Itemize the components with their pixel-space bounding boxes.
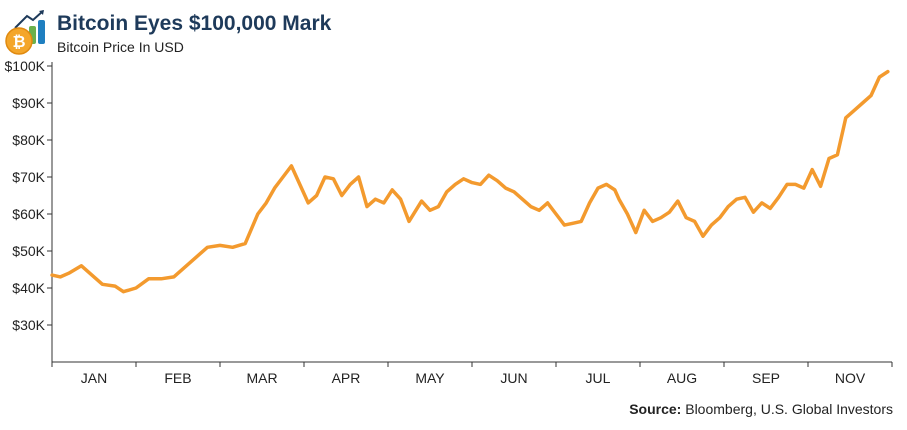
x-tick-label: SEP — [752, 370, 780, 386]
source-label: Source: — [629, 401, 682, 417]
logo-bar-blue — [38, 20, 45, 44]
bitcoin-chart-logo-icon: ₿ — [5, 10, 45, 55]
y-tick-label: $70K — [12, 169, 45, 185]
logo-coin — [5, 27, 33, 55]
chart-subtitle: Bitcoin Price In USD — [57, 39, 184, 55]
y-tick-label: $100K — [5, 58, 46, 74]
source-note: Source: Bloomberg, U.S. Global Investors — [629, 401, 893, 417]
y-tick-label: $90K — [12, 95, 45, 111]
x-tick-label: AUG — [667, 370, 697, 386]
price-series-line — [50, 69, 890, 294]
x-tick-label: APR — [332, 370, 361, 386]
y-tick-label: $60K — [12, 206, 45, 222]
x-tick-label: JUN — [500, 370, 527, 386]
x-tick-label: FEB — [164, 370, 191, 386]
source-text: Bloomberg, U.S. Global Investors — [685, 401, 893, 417]
series-group — [50, 69, 890, 294]
x-tick-label: MAY — [415, 370, 445, 386]
x-tick-label: JAN — [81, 370, 107, 386]
logo-coin-symbol: ₿ — [12, 32, 25, 51]
x-axis: JAN FEB MAR APR MAY JUN JUL AUG SEP NOV — [51, 361, 893, 386]
x-tick-label: JUL — [586, 370, 611, 386]
x-tick-label: NOV — [835, 370, 866, 386]
chart-title: Bitcoin Eyes $100,000 Mark — [57, 12, 332, 35]
y-axis: $30K $40K $50K $60K $70K $80K $90K $100K — [5, 58, 53, 362]
y-tick-label: $80K — [12, 132, 45, 148]
logo-trend-arrow — [14, 10, 44, 29]
y-tick-label: $30K — [12, 317, 45, 333]
y-tick-label: $40K — [12, 280, 45, 296]
y-tick-label: $50K — [12, 243, 45, 259]
x-tick-label: MAR — [246, 370, 277, 386]
